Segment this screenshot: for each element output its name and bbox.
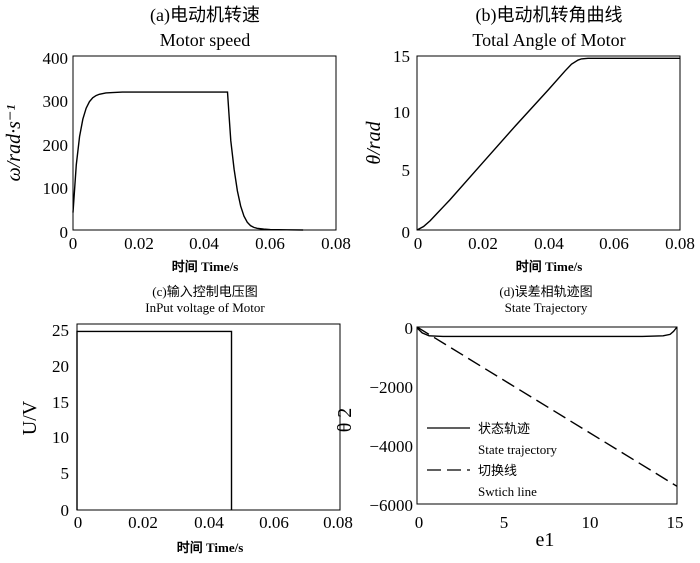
legend-label-state: 状态轨迹 bbox=[478, 421, 530, 436]
panel-d-legend: 状态轨迹 State trajectory 切换线 Swtich line bbox=[427, 421, 558, 499]
panel-c-xtick-label: 0.08 bbox=[323, 513, 353, 532]
panel-b-y-ticks: 15 10 5 0 bbox=[393, 47, 410, 242]
panel-a-xtick-label: 0.02 bbox=[124, 234, 154, 253]
panel-c-subtitle: InPut voltage of Motor bbox=[145, 300, 265, 315]
panel-d-y-ticks: 0 −2000 −4000 −6000 bbox=[369, 319, 413, 515]
panel-a-xtick-label: 0.04 bbox=[189, 234, 219, 253]
panel-c-x-ticks: 0 0.02 0.04 0.06 0.08 bbox=[74, 513, 353, 532]
panel-a-y-axis-label: ω/rad·s⁻¹ bbox=[3, 105, 25, 182]
panel-d-state-trajectory bbox=[416, 326, 678, 338]
panel-b-xtick-label: 0 bbox=[414, 234, 423, 253]
panel-d-ytick-label: −6000 bbox=[369, 496, 413, 515]
panel-d-title: (d)误差相轨迹图 bbox=[499, 284, 592, 299]
panel-a-ytick-label: 300 bbox=[43, 92, 69, 111]
panel-d-subtitle: State Trajectory bbox=[505, 300, 588, 315]
panel-b-ytick-label: 10 bbox=[393, 103, 410, 122]
panel-c-plot-frame bbox=[76, 323, 341, 511]
panel-b-x-axis-label: 时间 Time/s bbox=[516, 259, 583, 274]
panel-a-xtick-label: 0.06 bbox=[255, 234, 285, 253]
panel-c-x-axis-label: 时间 Time/s bbox=[177, 540, 244, 555]
panel-b-y-axis-label: θ/rad bbox=[363, 120, 385, 164]
panel-d-y-axis-label: θ 2 bbox=[334, 408, 356, 433]
panel-c-ytick-label: 15 bbox=[52, 393, 69, 412]
panel-b-title: (b)电动机转角曲线 bbox=[476, 5, 623, 26]
panel-b-ytick-label: 5 bbox=[402, 161, 411, 180]
panel-c-voltage-curve bbox=[76, 330, 233, 510]
panel-d-plot-frame bbox=[416, 326, 678, 505]
panel-c-xtick-label: 0.04 bbox=[194, 513, 224, 532]
panel-a: (a)电动机转速 Motor speed 400 300 200 100 0 0… bbox=[3, 5, 351, 274]
panel-b-xtick-label: 0.04 bbox=[534, 234, 564, 253]
panel-b-angle-curve bbox=[416, 57, 680, 231]
panel-b-subtitle: Total Angle of Motor bbox=[472, 30, 625, 50]
panel-a-plot-frame bbox=[72, 55, 337, 231]
panel-d-switch-line bbox=[416, 326, 678, 487]
panel-d-xtick-label: 5 bbox=[500, 513, 509, 532]
panel-a-title: (a)电动机转速 bbox=[150, 5, 260, 26]
panel-b-ytick-label: 15 bbox=[393, 47, 410, 66]
panel-d-xtick-label: 0 bbox=[415, 513, 424, 532]
panel-d-xtick-label: 10 bbox=[582, 513, 599, 532]
panel-c-ytick-label: 5 bbox=[61, 464, 70, 483]
panel-c-xtick-label: 0 bbox=[74, 513, 83, 532]
panel-d-ytick-label: 0 bbox=[405, 319, 414, 338]
panel-a-ytick-label: 100 bbox=[43, 179, 69, 198]
panel-b-plot-frame bbox=[416, 55, 681, 231]
panel-a-y-ticks: 400 300 200 100 0 bbox=[43, 49, 69, 242]
legend-label-switch-en: Swtich line bbox=[478, 484, 537, 499]
panel-d-ytick-label: −2000 bbox=[369, 378, 413, 397]
panel-b-ytick-label: 0 bbox=[402, 223, 411, 242]
panel-a-x-axis-label: 时间 Time/s bbox=[172, 259, 239, 274]
legend-label-switch: 切换线 bbox=[478, 463, 517, 478]
panel-a-xtick-label: 0.08 bbox=[321, 234, 351, 253]
panel-b-xtick-label: 0.06 bbox=[599, 234, 629, 253]
panel-c-ytick-label: 0 bbox=[61, 501, 70, 520]
panel-b-x-ticks: 0 0.02 0.04 0.06 0.08 bbox=[414, 234, 695, 253]
panel-d-x-ticks: 0 5 10 15 bbox=[415, 513, 684, 532]
panel-b-xtick-label: 0.08 bbox=[665, 234, 695, 253]
panel-a-x-ticks: 0 0.02 0.04 0.06 0.08 bbox=[69, 234, 351, 253]
legend-label-state-en: State trajectory bbox=[478, 442, 558, 457]
panel-c-ytick-label: 10 bbox=[52, 428, 69, 447]
panel-c-xtick-label: 0.06 bbox=[259, 513, 289, 532]
panel-a-xtick-label: 0 bbox=[69, 234, 78, 253]
panel-c-y-axis-label: U/V bbox=[19, 400, 41, 435]
panel-c: (c)输入控制电压图 InPut voltage of Motor 25 20 … bbox=[19, 284, 353, 555]
panel-a-speed-curve bbox=[72, 91, 304, 231]
panel-c-ytick-label: 20 bbox=[52, 357, 69, 376]
panel-b: (b)电动机转角曲线 Total Angle of Motor 15 10 5 … bbox=[363, 5, 695, 274]
panel-a-ytick-label: 200 bbox=[43, 136, 69, 155]
panel-d-xtick-label: 15 bbox=[667, 513, 684, 532]
panel-b-xtick-label: 0.02 bbox=[468, 234, 498, 253]
panel-a-ytick-label: 400 bbox=[43, 49, 69, 68]
panel-c-xtick-label: 0.02 bbox=[128, 513, 158, 532]
panel-c-ytick-label: 25 bbox=[52, 321, 69, 340]
panel-a-ytick-label: 0 bbox=[60, 223, 69, 242]
panel-d-x-axis-label: e1 bbox=[536, 529, 555, 551]
panel-c-y-ticks: 25 20 15 10 5 0 bbox=[52, 321, 69, 520]
panel-c-title: (c)输入控制电压图 bbox=[152, 284, 257, 299]
panel-d: (d)误差相轨迹图 State Trajectory 0 −2000 −4000… bbox=[334, 284, 684, 551]
panel-d-ytick-label: −4000 bbox=[369, 437, 413, 456]
panel-a-subtitle: Motor speed bbox=[160, 30, 250, 50]
